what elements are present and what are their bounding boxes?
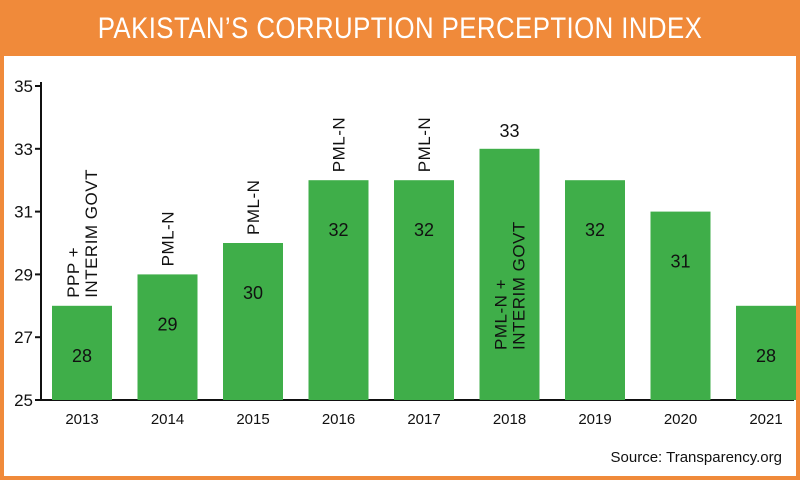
bar-2016 (308, 180, 369, 400)
bar-2021 (736, 305, 796, 400)
y-tick-label: 31 (14, 203, 33, 222)
bar-value-label: 33 (499, 121, 519, 141)
x-tick-label: 2019 (578, 411, 611, 428)
bar-2018 (479, 148, 540, 400)
bar-value-label: 32 (328, 220, 348, 240)
government-annotation: PML-N (415, 117, 434, 172)
x-tick-label: 2018 (493, 411, 526, 428)
x-tick-label: 2016 (322, 411, 355, 428)
government-annotation: PML-N (159, 211, 178, 266)
bar-2019 (565, 180, 625, 400)
y-tick-label: 25 (14, 391, 33, 410)
government-annotation: PML-N (330, 117, 349, 172)
bar-2013 (52, 305, 112, 400)
government-label: PML-N (330, 117, 349, 172)
x-tick-label: 2017 (407, 411, 440, 428)
bar-value-label: 32 (585, 220, 605, 240)
government-annotation: PML-N + INTERIM GOVT (492, 221, 529, 350)
bar-2017 (394, 180, 454, 400)
bar-value-label: 32 (414, 220, 434, 240)
x-tick-label: 2013 (65, 411, 98, 428)
source-note: Source: Transparency.org (610, 449, 782, 466)
bar-value-label: 28 (72, 346, 92, 366)
x-tick-label: 2020 (664, 411, 697, 428)
government-label: PML-N (159, 211, 178, 266)
government-label: INTERIM GOVT (510, 221, 529, 350)
bar-2015 (223, 243, 283, 400)
government-label: PML-N (244, 180, 263, 235)
chart-panel: 25 27 29 31 33 35 2013 28 PPP + INTERIM GOVT 2014 2… (4, 56, 796, 476)
bar-value-label: 30 (243, 283, 263, 303)
government-label: PML-N + (492, 279, 511, 350)
government-annotation: PPP + INTERIM GOVT (64, 169, 101, 298)
bar-value-label: 29 (157, 314, 177, 334)
bar-2020 (650, 211, 711, 400)
x-tick-label: 2015 (236, 411, 269, 428)
y-tick-label: 29 (14, 265, 33, 284)
x-tick-label: 2021 (749, 411, 782, 428)
government-label: PML-N (415, 117, 434, 172)
y-tick-label: 35 (14, 77, 33, 96)
bar-2014 (137, 274, 198, 400)
y-tick-label: 27 (14, 328, 33, 347)
government-label: INTERIM GOVT (82, 169, 101, 298)
bar-value-label: 31 (670, 252, 690, 272)
x-tick-label: 2014 (151, 411, 184, 428)
government-label: PPP + (64, 247, 83, 298)
chart-title: PAKISTAN’S CORRUPTION PERCEPTION INDEX S… (97, 12, 703, 91)
y-tick-label: 33 (14, 140, 33, 159)
bar-value-label: 28 (756, 346, 776, 366)
government-annotation: PML-N (244, 180, 263, 235)
